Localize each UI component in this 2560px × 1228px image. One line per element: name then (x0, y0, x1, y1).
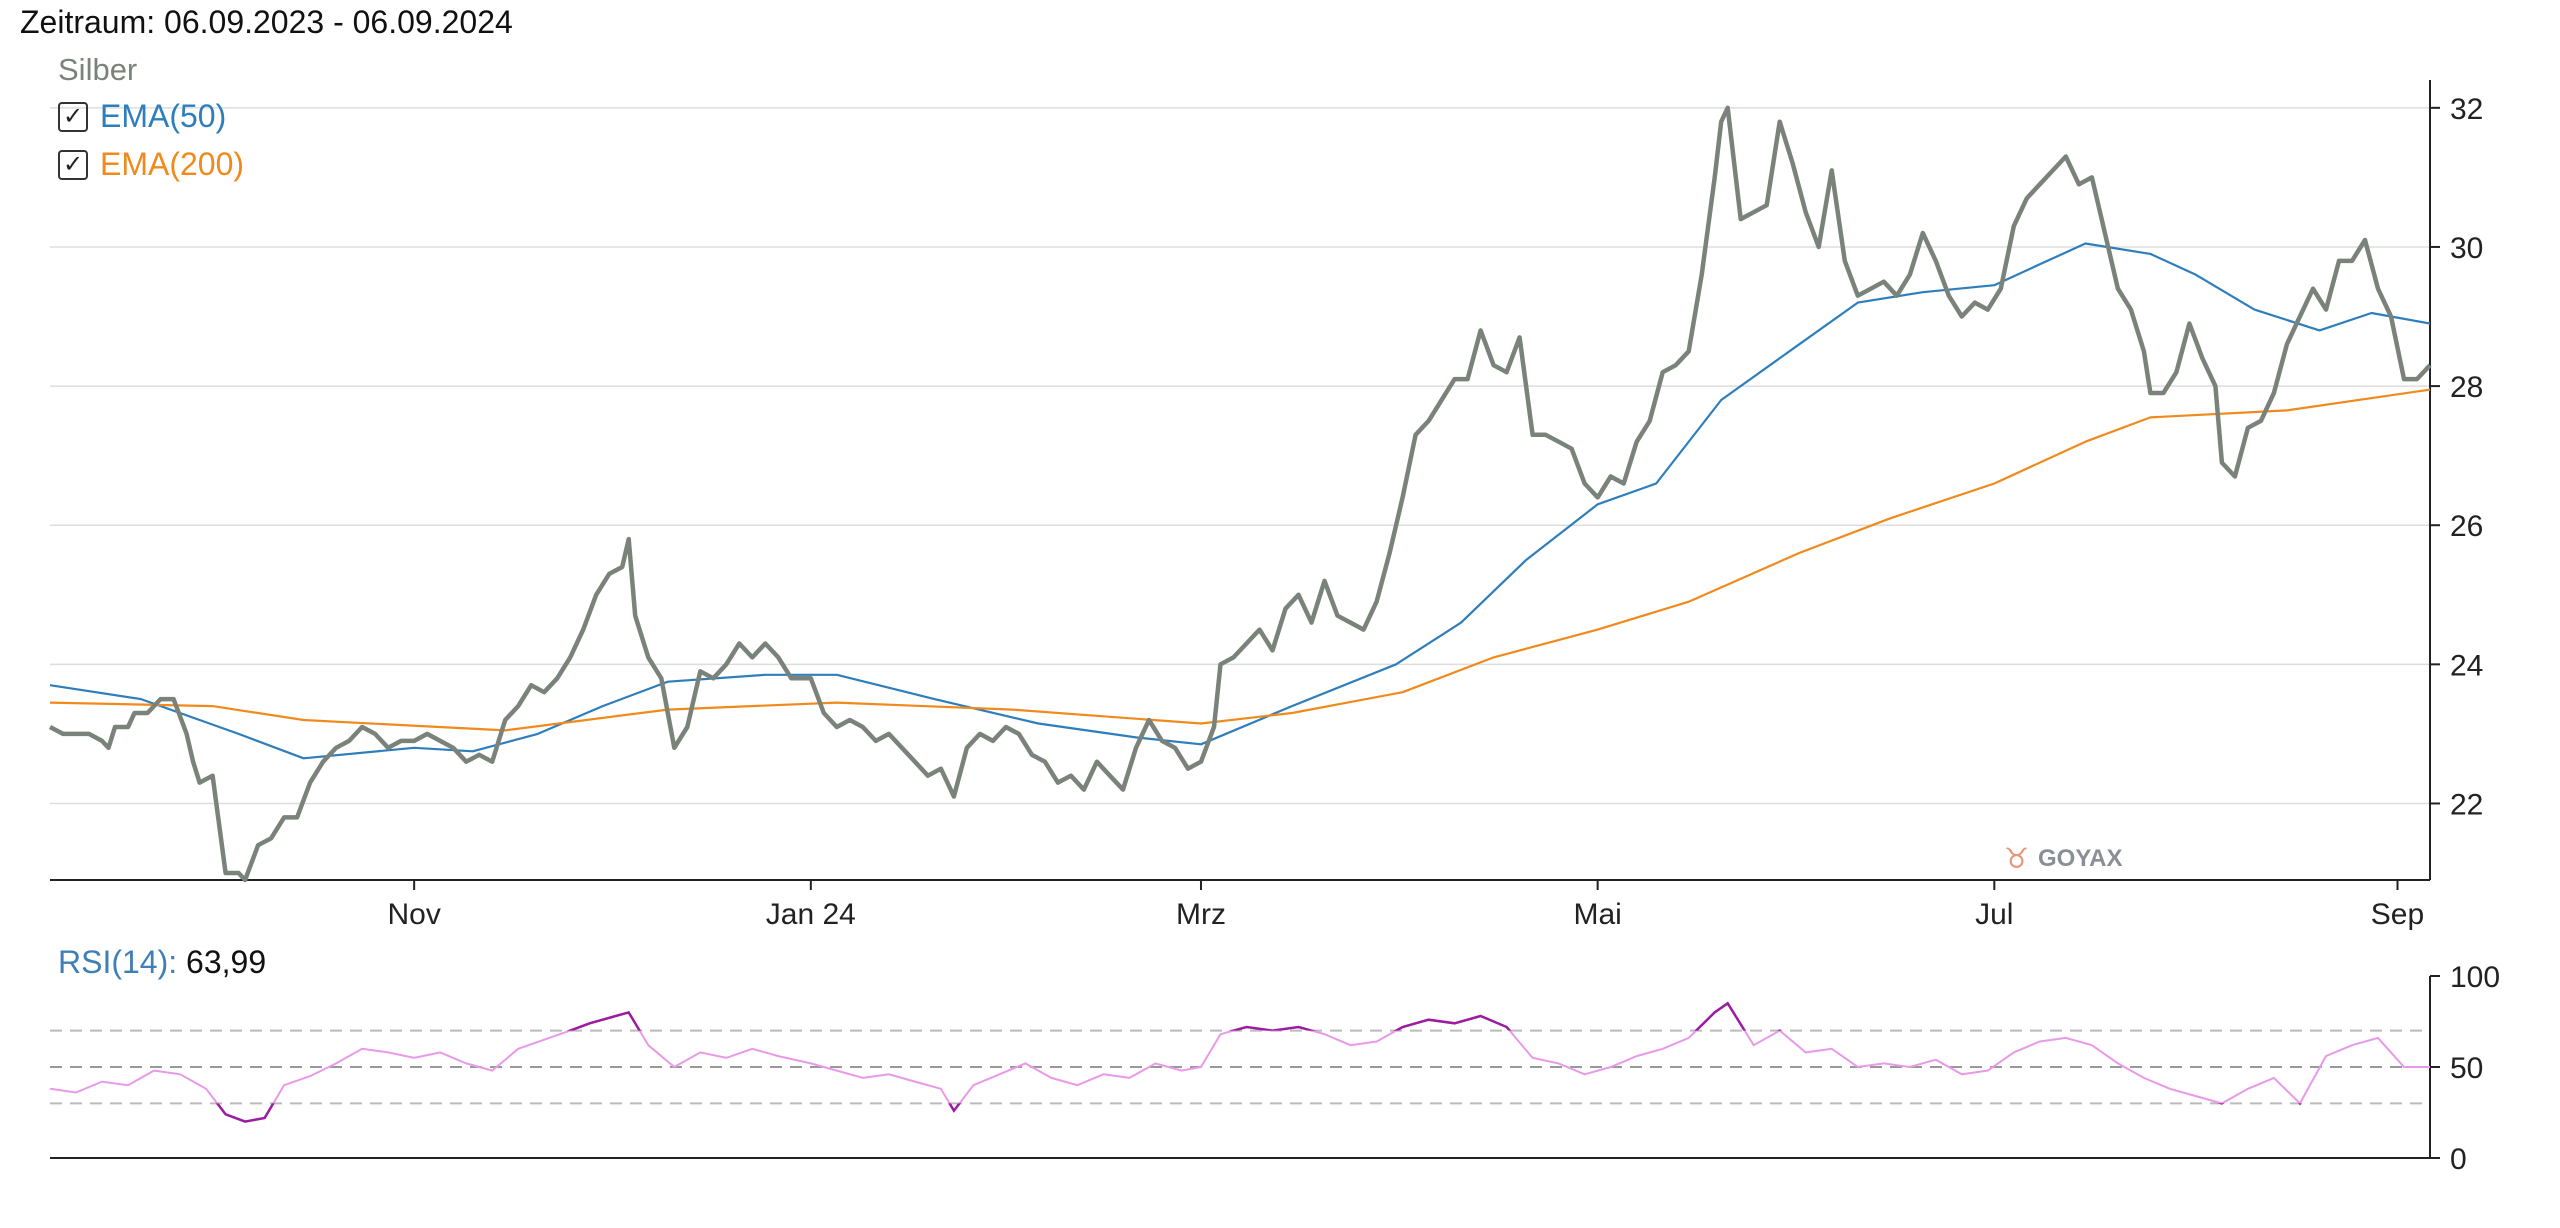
rsi-current-value: 63,99 (186, 944, 267, 980)
watermark: ♉ GOYAX (2004, 843, 2122, 874)
watermark-text: GOYAX (2038, 845, 2122, 872)
legend-item-ema50[interactable]: ✓ EMA(50) (58, 98, 226, 135)
legend-label-ema50: EMA(50) (100, 98, 227, 134)
checkbox-checked-icon[interactable]: ✓ (58, 149, 88, 180)
x-tick-label: Mrz (1176, 898, 1226, 931)
rsi-header: RSI(14): 63,99 (58, 944, 266, 981)
legend-label-ema200: EMA(200) (100, 146, 245, 182)
y-tick-label: 24 (2450, 649, 2483, 682)
rsi-y-tick-label: 50 (2450, 1052, 2483, 1085)
price-grid (50, 107, 2430, 805)
y-tick-label: 28 (2450, 371, 2483, 404)
checkbox-checked-icon[interactable]: ✓ (58, 101, 88, 132)
price-axis: 22 24 26 28 30 32 Nov Jan 24 Mrz Mai Jul Sep (50, 80, 2483, 931)
price-series-layer (48, 105, 2432, 883)
y-tick-label: 32 (2450, 93, 2483, 126)
rsi-panel: 0 50 100 (49, 961, 2500, 1176)
ema200-line (49, 388, 2431, 732)
legend-item-ema200[interactable]: ✓ EMA(200) (58, 146, 244, 183)
rsi-label: RSI(14): (58, 944, 178, 980)
rsi-y-tick-label: 0 (2450, 1143, 2467, 1176)
bull-logo-icon: ♉ (2004, 843, 2029, 874)
x-tick-label: Sep (2371, 898, 2424, 931)
series-label: Silber (58, 52, 138, 87)
x-tick-label: Jul (1975, 898, 2013, 931)
rsi-line (49, 1001, 2430, 1123)
x-tick-label: Mai (1573, 898, 1621, 931)
chart-title: Zeitraum: 06.09.2023 - 06.09.2024 (20, 4, 513, 40)
y-tick-label: 26 (2450, 510, 2483, 543)
rsi-y-tick-label: 100 (2450, 961, 2500, 994)
y-tick-label: 30 (2450, 232, 2483, 265)
y-tick-label: 22 (2450, 788, 2483, 821)
x-tick-label: Jan 24 (766, 898, 856, 931)
price-line-silber (48, 105, 2432, 883)
x-tick-label: Nov (387, 898, 440, 931)
ema50-line (49, 242, 2431, 760)
